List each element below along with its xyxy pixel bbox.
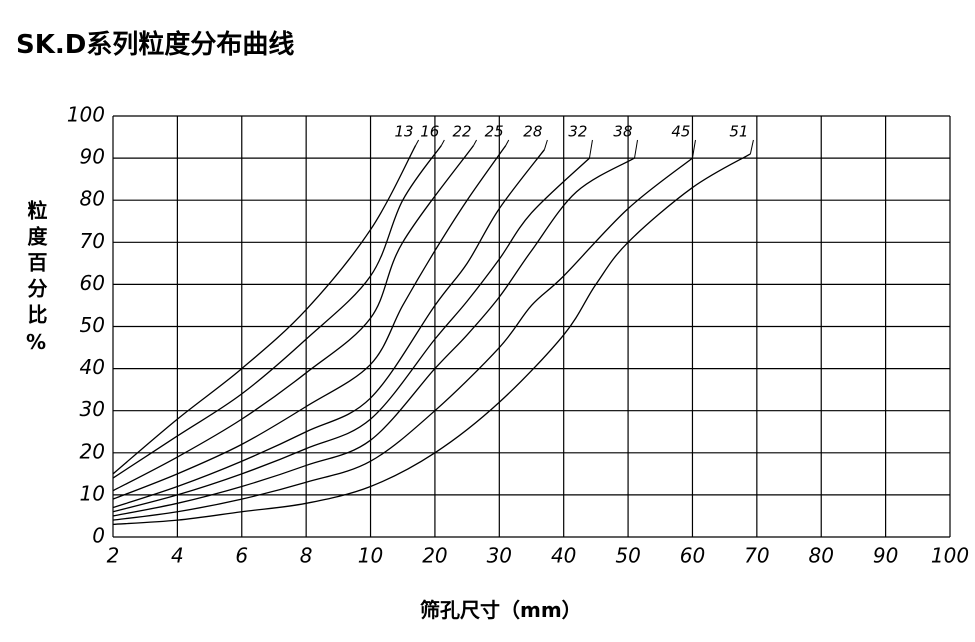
x-tick-label: 2 bbox=[107, 544, 120, 568]
label-leader bbox=[505, 139, 510, 146]
x-tick-label: 30 bbox=[487, 544, 512, 568]
curve-label: 16 bbox=[420, 123, 439, 141]
label-leader bbox=[691, 139, 696, 159]
curve-label: 32 bbox=[568, 123, 587, 141]
curve bbox=[112, 145, 417, 475]
chart-title: SK.D系列粒度分布曲线 bbox=[16, 30, 295, 60]
label-leader bbox=[588, 139, 593, 159]
y-tick-label: 50 bbox=[80, 313, 105, 337]
y-tick-label: 30 bbox=[80, 397, 105, 421]
y-tick-label: 80 bbox=[80, 187, 105, 211]
curve bbox=[112, 145, 507, 500]
x-tick-label: 90 bbox=[873, 544, 898, 568]
y-tick-label: 20 bbox=[80, 439, 105, 463]
label-leader bbox=[415, 139, 420, 146]
curve-label: 13 bbox=[395, 123, 414, 141]
curve-label: 38 bbox=[613, 123, 632, 141]
label-leader bbox=[749, 139, 754, 154]
curve-label: 28 bbox=[523, 123, 542, 141]
x-tick-label: 40 bbox=[551, 544, 576, 568]
x-axis-label: 筛孔尺寸（mm） bbox=[420, 598, 582, 622]
curve-label: 22 bbox=[452, 123, 471, 141]
y-tick-label: 90 bbox=[80, 145, 105, 169]
x-tick-label: 70 bbox=[744, 544, 769, 568]
x-tick-label: 8 bbox=[300, 544, 313, 568]
x-tick-label: 50 bbox=[615, 544, 640, 568]
y-tick-label: 40 bbox=[80, 355, 105, 379]
y-tick-label: 100 bbox=[67, 103, 105, 127]
x-tick-label: 6 bbox=[235, 544, 248, 568]
x-tick-label: 60 bbox=[680, 544, 705, 568]
x-tick-label: 80 bbox=[809, 544, 834, 568]
label-leader bbox=[543, 139, 548, 150]
curve-label: 25 bbox=[485, 123, 504, 141]
x-tick-label: 100 bbox=[931, 544, 969, 568]
label-leader bbox=[473, 139, 477, 146]
curve bbox=[112, 157, 590, 513]
y-axis-label: 粒度百分比% bbox=[24, 200, 48, 360]
label-leader bbox=[440, 139, 445, 146]
y-tick-label: 0 bbox=[92, 524, 105, 548]
y-tick-label: 10 bbox=[80, 481, 105, 505]
y-tick-label: 70 bbox=[80, 229, 105, 253]
x-tick-label: 20 bbox=[422, 544, 447, 568]
x-tick-label: 10 bbox=[358, 544, 383, 568]
y-tick-label: 60 bbox=[80, 271, 105, 295]
label-leader bbox=[634, 139, 639, 159]
curve bbox=[112, 145, 475, 492]
curve bbox=[112, 153, 751, 526]
curve bbox=[112, 157, 693, 521]
curve-label: 51 bbox=[729, 123, 748, 141]
curve bbox=[112, 145, 442, 479]
curve bbox=[112, 149, 545, 509]
x-tick-label: 4 bbox=[171, 544, 184, 568]
curve bbox=[112, 157, 635, 517]
curve-label: 45 bbox=[671, 123, 690, 141]
